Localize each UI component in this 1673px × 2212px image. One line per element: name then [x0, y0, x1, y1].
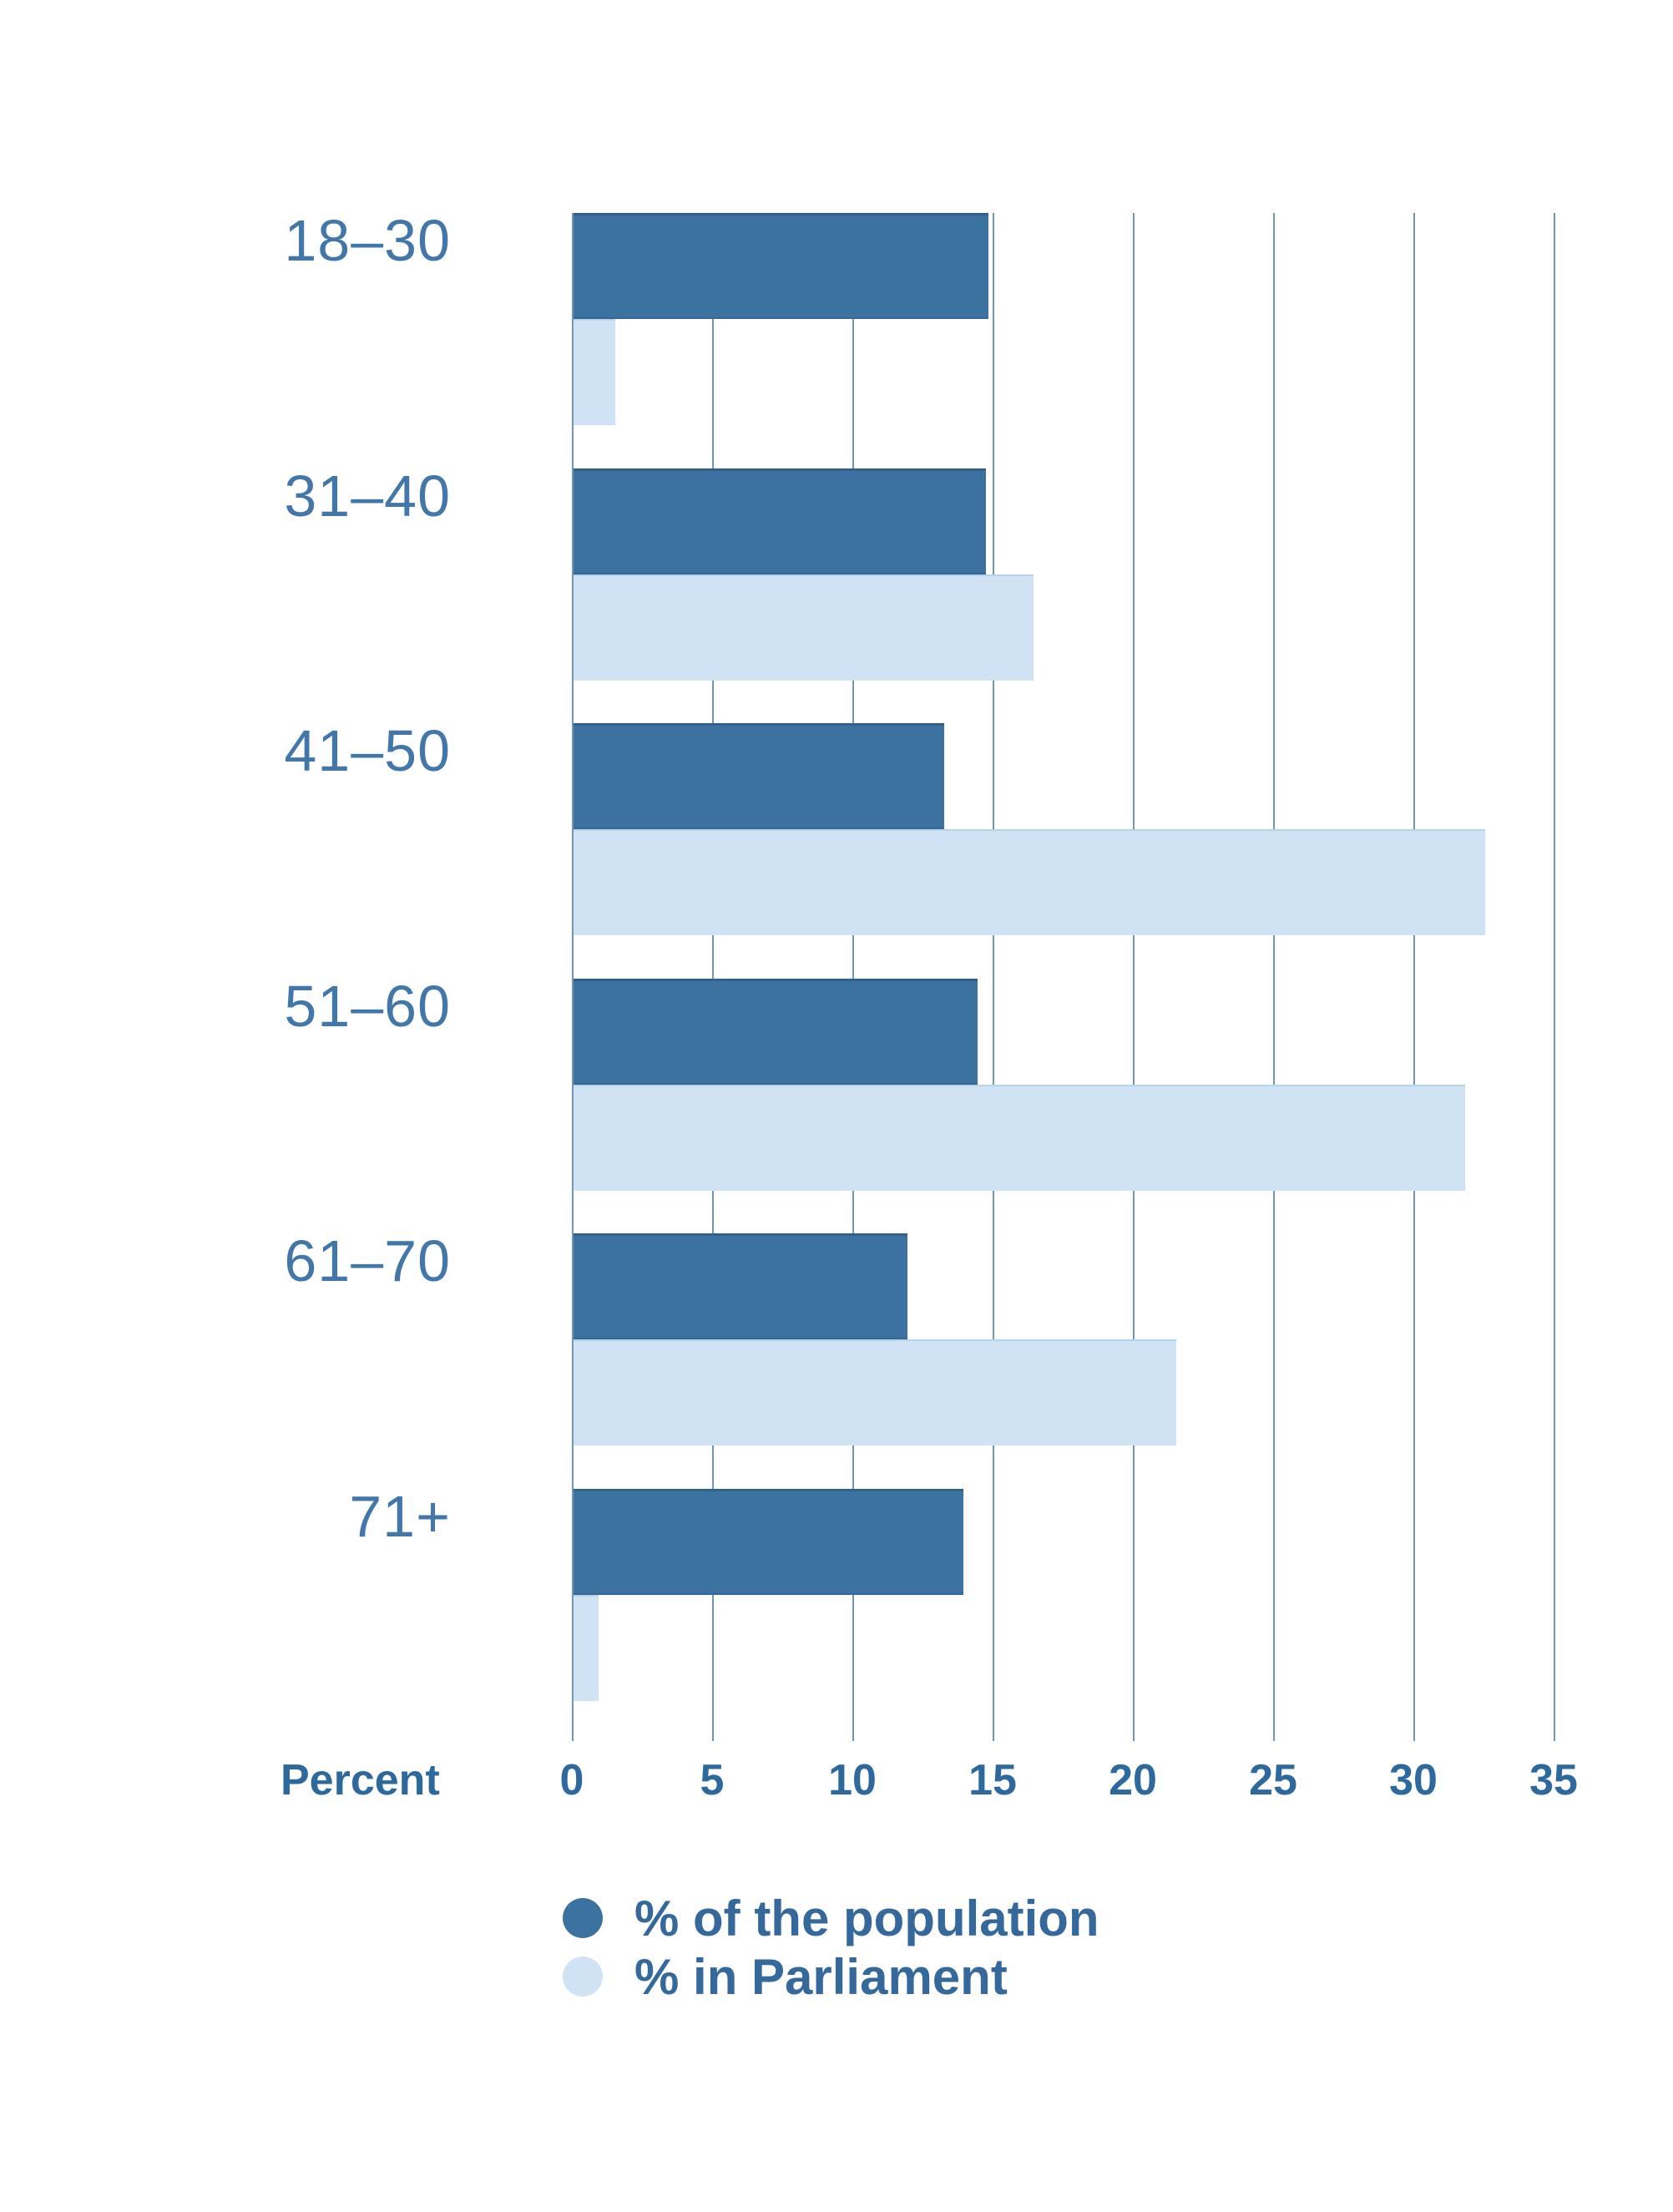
- population-swatch-icon: [563, 1898, 603, 1938]
- category-label-61-70: 61–70: [284, 1228, 451, 1293]
- chart-legend: % of the population % in Parliament: [563, 1889, 1099, 2006]
- gridline-10: [852, 213, 854, 1741]
- bar-parliament-71+: [574, 1595, 599, 1701]
- gridline-20: [1133, 213, 1135, 1741]
- gridline-30: [1413, 213, 1415, 1741]
- gridline-5: [712, 213, 714, 1741]
- bar-population-41-50: [574, 723, 944, 829]
- category-label-41-50: 41–50: [284, 718, 451, 783]
- bar-parliament-31-40: [574, 575, 1034, 681]
- category-label-71+: 71+: [349, 1484, 451, 1549]
- x-axis-title: Percent: [281, 1756, 440, 1805]
- bar-population-31-40: [574, 468, 986, 575]
- gridline-35: [1554, 213, 1555, 1741]
- category-label-18-30: 18–30: [284, 208, 451, 273]
- bar-parliament-61-70: [574, 1339, 1176, 1445]
- bar-population-61-70: [574, 1233, 907, 1339]
- x-tick-label-35: 35: [1529, 1756, 1578, 1805]
- gridline-15: [993, 213, 994, 1741]
- x-tick-label-10: 10: [828, 1756, 877, 1805]
- x-tick-label-30: 30: [1389, 1756, 1438, 1805]
- bar-population-71+: [574, 1489, 963, 1595]
- bar-parliament-41-50: [574, 829, 1485, 935]
- x-tick-label-15: 15: [968, 1756, 1017, 1805]
- category-label-51-60: 51–60: [284, 974, 451, 1039]
- bar-population-51-60: [574, 979, 978, 1085]
- bar-parliament-51-60: [574, 1085, 1465, 1191]
- x-tick-label-25: 25: [1249, 1756, 1297, 1805]
- legend-item-population: % of the population: [563, 1889, 1099, 1947]
- x-tick-label-20: 20: [1109, 1756, 1157, 1805]
- gridline-0: [572, 213, 574, 1741]
- bar-parliament-18-30: [574, 319, 615, 425]
- legend-label-population: % of the population: [634, 1890, 1099, 1946]
- parliament-swatch-icon: [563, 1956, 603, 1997]
- category-label-31-40: 31–40: [284, 463, 451, 529]
- legend-label-parliament: % in Parliament: [634, 1948, 1008, 2005]
- legend-item-parliament: % in Parliament: [563, 1947, 1099, 2006]
- gridline-25: [1273, 213, 1275, 1741]
- bar-population-18-30: [574, 213, 988, 319]
- x-tick-label-0: 0: [559, 1756, 584, 1805]
- x-tick-label-5: 5: [700, 1756, 725, 1805]
